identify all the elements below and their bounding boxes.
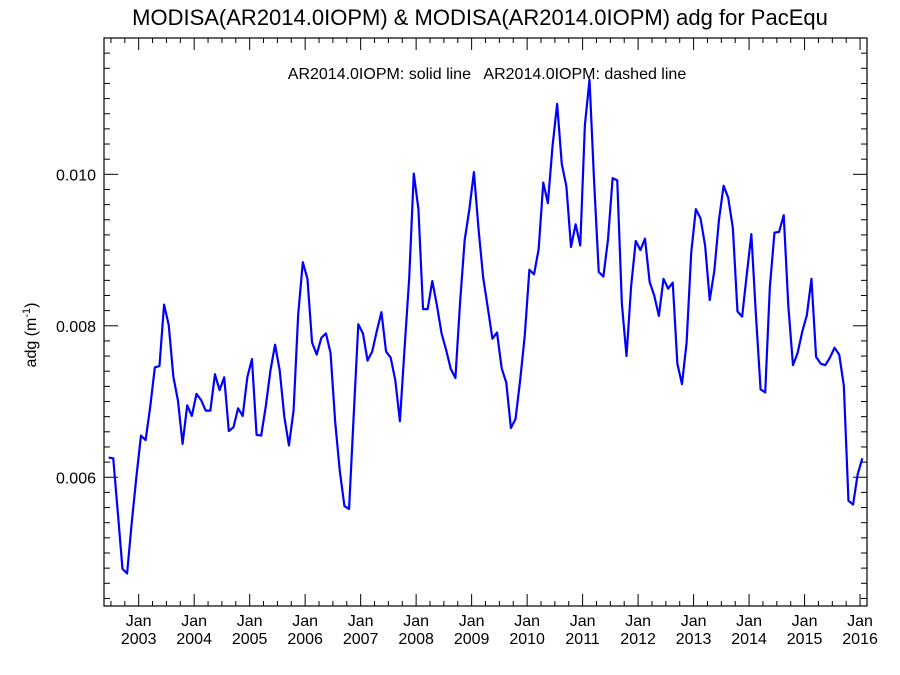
x-tick-label-month: Jan <box>570 613 596 630</box>
x-tick-label-month: Jan <box>237 613 263 630</box>
x-tick-label-month: Jan <box>514 613 540 630</box>
x-tick-label-month: Jan <box>126 613 152 630</box>
x-tick-label-year: 2015 <box>787 631 823 648</box>
x-tick-label-year: 2006 <box>287 631 323 648</box>
x-tick-label-month: Jan <box>847 613 873 630</box>
series-lines <box>108 78 864 575</box>
chart-title: MODISA(AR2014.0IOPM) & MODISA(AR2014.0IO… <box>132 5 828 30</box>
y-tick-label: 0.008 <box>56 319 96 336</box>
x-tick-label-year: 2005 <box>232 631 268 648</box>
x-tick-label-month: Jan <box>459 613 485 630</box>
x-tick-label-year: 2003 <box>121 631 157 648</box>
x-tick-label-year: 2016 <box>842 631 878 648</box>
x-tick-label-month: Jan <box>348 613 374 630</box>
y-tick-label: 0.010 <box>56 167 96 184</box>
x-tick-label-year: 2008 <box>398 631 434 648</box>
axis-ticks <box>104 37 867 606</box>
x-tick-label-year: 2010 <box>509 631 545 648</box>
y-axis-label-superscript: -1 <box>21 308 33 318</box>
x-tick-label-month: Jan <box>736 613 762 630</box>
x-tick-label-year: 2013 <box>676 631 712 648</box>
x-tick-label-month: Jan <box>292 613 318 630</box>
series-line <box>108 78 864 575</box>
x-tick-label-month: Jan <box>181 613 207 630</box>
plot-frame <box>103 37 868 607</box>
y-axis-label-text: adg (m <box>23 318 40 368</box>
line-style-note: AR2014.0IOPM: solid line AR2014.0IOPM: d… <box>288 66 687 83</box>
y-axis-label: adg (m-1) <box>21 303 40 368</box>
x-tick-label-year: 2009 <box>454 631 490 648</box>
x-tick-label-month: Jan <box>681 613 707 630</box>
x-tick-label-month: Jan <box>792 613 818 630</box>
x-tick-label-year: 2014 <box>731 631 767 648</box>
y-tick-label: 0.006 <box>56 470 96 487</box>
x-tick-label-month: Jan <box>625 613 651 630</box>
x-tick-label-year: 2004 <box>176 631 212 648</box>
x-tick-label-year: 2012 <box>620 631 656 648</box>
x-tick-label-year: 2007 <box>343 631 379 648</box>
x-tick-label-month: Jan <box>403 613 429 630</box>
y-axis-label-close: ) <box>23 303 40 308</box>
x-tick-label-year: 2011 <box>565 631 600 648</box>
axis-tick-labels: 0.0060.0080.010Jan2003Jan2004Jan2005Jan2… <box>56 167 878 648</box>
